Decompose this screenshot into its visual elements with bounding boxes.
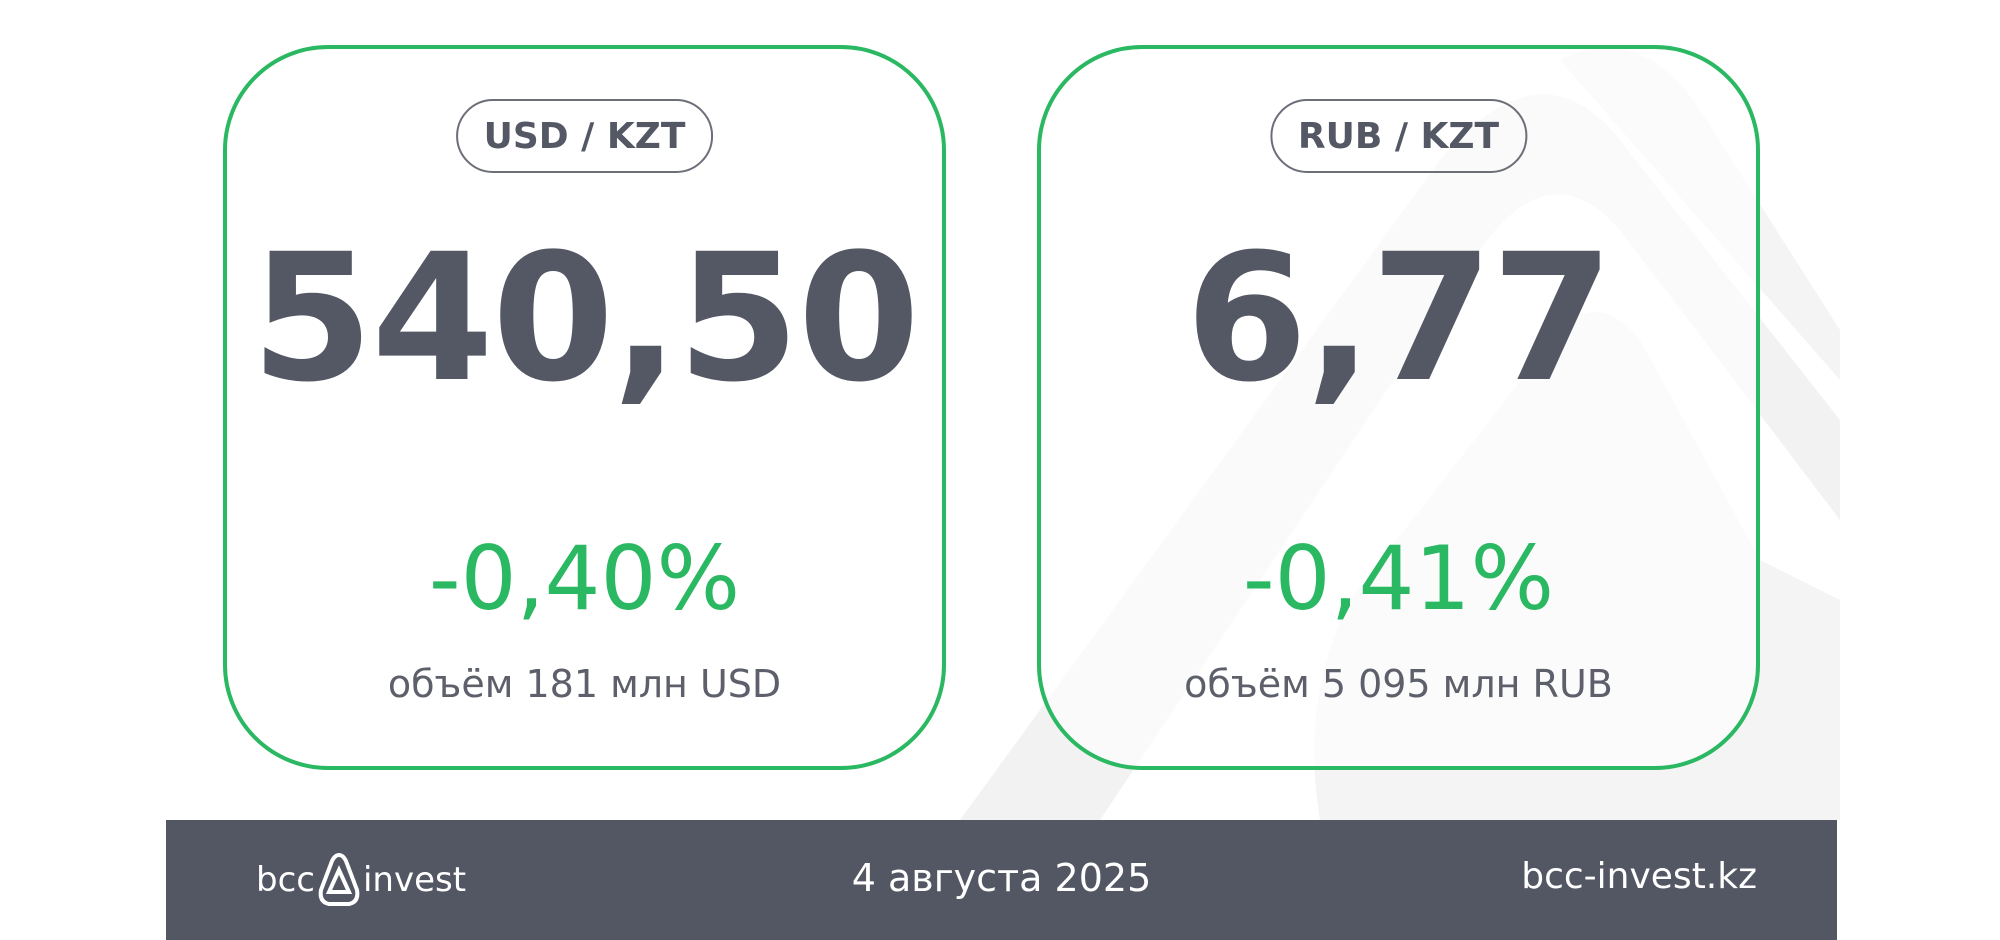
trade-volume: объём 5 095 млн RUB	[1184, 662, 1613, 706]
rate-change: -0,41%	[1242, 527, 1555, 630]
exchange-rate: 6,77	[1185, 216, 1613, 421]
logo-triangle-icon	[318, 852, 360, 906]
trade-volume: объём 181 млн USD	[387, 662, 782, 706]
exchange-rate: 540,50	[250, 216, 920, 421]
usd-kzt-card: USD / KZT 540,50 -0,40% объём 181 млн US…	[223, 45, 946, 770]
rate-change: -0,40%	[428, 527, 741, 630]
rub-kzt-card: RUB / KZT 6,77 -0,41% объём 5 095 млн RU…	[1037, 45, 1760, 770]
website-link[interactable]: bcc-invest.kz	[1521, 856, 1757, 897]
report-date: 4 августа 2025	[851, 856, 1152, 900]
logo-text-left: bcc	[256, 860, 315, 900]
bcc-invest-logo: bcc invest	[256, 852, 466, 908]
currency-pair-badge: RUB / KZT	[1269, 99, 1528, 173]
currency-pair-badge: USD / KZT	[455, 99, 714, 173]
logo-text-right: invest	[362, 860, 467, 900]
footer-bar: bcc invest 4 августа 2025 bcc-invest.kz	[166, 820, 1837, 940]
